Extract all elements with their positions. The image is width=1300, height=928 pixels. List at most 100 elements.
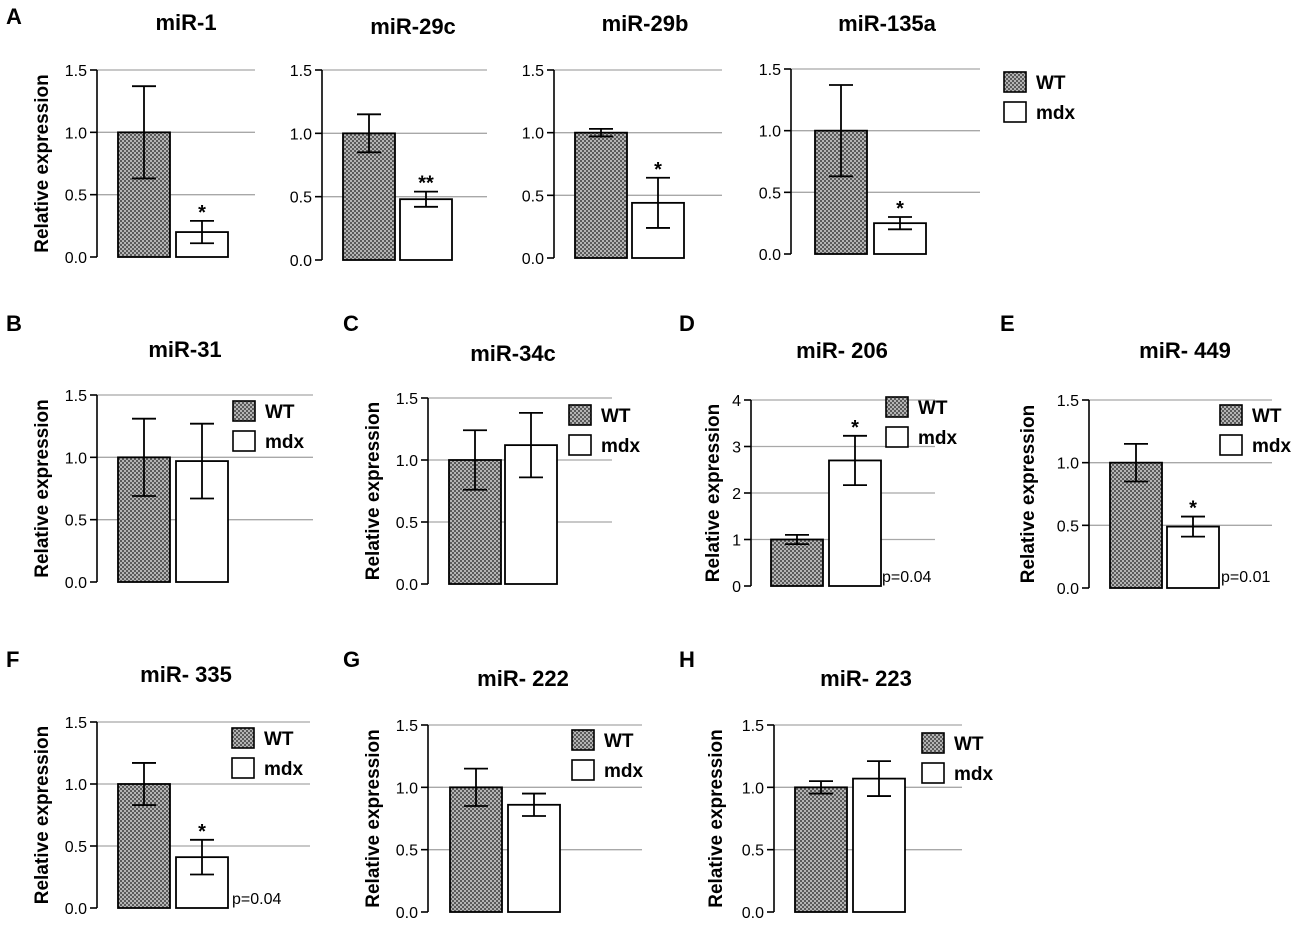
- chart-3: 0.0 0.5 1.0 1.5 * miR-29b: [522, 11, 722, 268]
- chart-title: miR- 206: [796, 338, 888, 363]
- chart-1: 0.0 0.5 1.0 1.5 * miR-1 A Relative expression: [6, 4, 255, 267]
- legend-swatch-wt: [568, 404, 592, 426]
- panel-letter: F: [6, 647, 19, 672]
- legend-label-mdx: mdx: [601, 436, 641, 457]
- chart-7: 0 1 2 3 4 * miR- 206 D Relative expression WT mdx p…: [679, 311, 958, 596]
- y-tick-label: 0.0: [522, 251, 544, 268]
- legend-label-mdx: mdx: [918, 428, 958, 449]
- significance-label: *: [198, 821, 206, 843]
- bar-wt: [574, 131, 628, 259]
- y-tick-label: 0.0: [742, 905, 764, 922]
- legend: WT mdx: [568, 404, 641, 457]
- legend: WT mdx: [231, 727, 304, 780]
- p-value-label: p=0.04: [232, 891, 281, 908]
- y-tick-label: 3: [732, 440, 741, 457]
- y-axis-label: Relative expression: [32, 726, 53, 904]
- y-tick-label: 1.0: [396, 453, 418, 470]
- y-tick-label: 1.5: [65, 63, 87, 80]
- y-tick-label: 0.5: [65, 839, 87, 856]
- y-tick-label: 0.5: [396, 843, 418, 860]
- significance-label: *: [851, 417, 859, 439]
- y-tick-label: 1.0: [522, 126, 544, 143]
- chart-title: miR-135a: [838, 11, 937, 36]
- chart-11: 0.0 0.5 1.0 1.5 miR- 223 H Relative expression…: [679, 647, 994, 922]
- y-tick-label: 0.5: [1057, 518, 1079, 535]
- legend-swatch-mdx: [232, 430, 256, 452]
- legend-label-wt: WT: [604, 731, 634, 752]
- chart-title: miR- 222: [477, 666, 569, 691]
- significance-label: **: [418, 173, 434, 195]
- y-tick-label: 0.5: [759, 185, 781, 202]
- legend: WT mdx: [232, 400, 305, 453]
- y-tick-label: 1.5: [522, 63, 544, 80]
- y-axis-label: Relative expression: [703, 404, 724, 582]
- y-tick-label: 0.0: [396, 577, 418, 594]
- legend-swatch-mdx: [1003, 101, 1027, 123]
- legend-swatch-mdx: [1219, 434, 1243, 456]
- bar-wt: [1109, 461, 1163, 589]
- p-value-label: p=0.04: [882, 569, 931, 586]
- y-axis-label: Relative expression: [32, 399, 53, 577]
- legend: WT mdx: [571, 729, 644, 782]
- y-tick-label: 1.0: [396, 780, 418, 797]
- bar-mdx: [631, 201, 685, 259]
- y-tick-label: 0.5: [65, 513, 87, 530]
- y-tick-label: 0.0: [65, 575, 87, 592]
- chart-6: 0.0 0.5 1.0 1.5 miR-34c C Relative expression W…: [343, 311, 641, 594]
- chart-8: 0.0 0.5 1.0 1.5 * miR- 449 E Relative expressio…: [1000, 311, 1292, 598]
- y-axis-label: Relative expression: [1018, 405, 1039, 583]
- chart-2: 0.0 0.5 1.0 1.5 ** miR-29c: [290, 14, 487, 270]
- y-tick-label: 4: [732, 393, 741, 410]
- legend-swatch-mdx: [571, 759, 595, 781]
- legend-swatch-wt: [571, 729, 595, 751]
- legend-label-mdx: mdx: [1252, 436, 1292, 457]
- significance-label: *: [198, 202, 206, 224]
- legend-label-mdx: mdx: [265, 432, 305, 453]
- y-axis-label: Relative expression: [363, 729, 384, 907]
- chart-title: miR- 335: [140, 662, 232, 687]
- legend-label-mdx: mdx: [264, 759, 304, 780]
- legend: WT mdx: [1219, 404, 1292, 457]
- legend-label-wt: WT: [1252, 406, 1282, 427]
- legend-swatch-mdx: [921, 762, 945, 784]
- y-axis-label: Relative expression: [706, 729, 727, 907]
- legend-swatch-wt: [921, 732, 945, 754]
- y-tick-label: 0.0: [290, 253, 312, 270]
- legend: WT mdx: [921, 732, 994, 785]
- y-tick-label: 1.5: [65, 388, 87, 405]
- y-tick-label: 2: [732, 486, 741, 503]
- y-tick-label: 0.0: [759, 247, 781, 264]
- legend-label-mdx: mdx: [604, 761, 644, 782]
- y-tick-label: 1.5: [290, 63, 312, 80]
- legend-label-wt: WT: [601, 406, 631, 427]
- y-tick-label: 1: [732, 533, 741, 550]
- legend-label-wt: WT: [954, 734, 984, 755]
- legend-swatch-mdx: [885, 426, 909, 448]
- chart-title: miR-1: [155, 10, 216, 35]
- y-tick-label: 1.0: [290, 126, 312, 143]
- significance-label: *: [896, 198, 904, 220]
- chart-title: miR- 223: [820, 666, 912, 691]
- bar-wt: [342, 132, 396, 261]
- chart-9: 0.0 0.5 1.0 1.5 * miR- 335 F Relative expressio…: [6, 647, 310, 918]
- y-tick-label: 1.0: [65, 450, 87, 467]
- chart-10: 0.0 0.5 1.0 1.5 miR- 222 G Relative expression…: [343, 647, 644, 922]
- panel-letter: A: [6, 4, 22, 29]
- bar-mdx: [852, 777, 906, 913]
- panel-letter: B: [6, 311, 22, 336]
- bar-wt: [794, 786, 848, 913]
- bar-wt: [770, 538, 824, 587]
- y-tick-label: 0.0: [65, 901, 87, 918]
- panel-letter: H: [679, 647, 695, 672]
- p-value-label: p=0.01: [1221, 569, 1270, 586]
- legend: WT mdx: [1003, 71, 1076, 124]
- legend-swatch-wt: [1003, 71, 1027, 93]
- y-tick-label: 1.5: [65, 715, 87, 732]
- y-tick-label: 0.5: [65, 188, 87, 205]
- chart-title: miR-34c: [470, 341, 556, 366]
- legend-label-wt: WT: [918, 398, 948, 419]
- legend: WT mdx: [885, 396, 958, 449]
- panel-letter: E: [1000, 311, 1015, 336]
- y-tick-label: 1.0: [742, 780, 764, 797]
- y-tick-label: 0: [732, 579, 741, 596]
